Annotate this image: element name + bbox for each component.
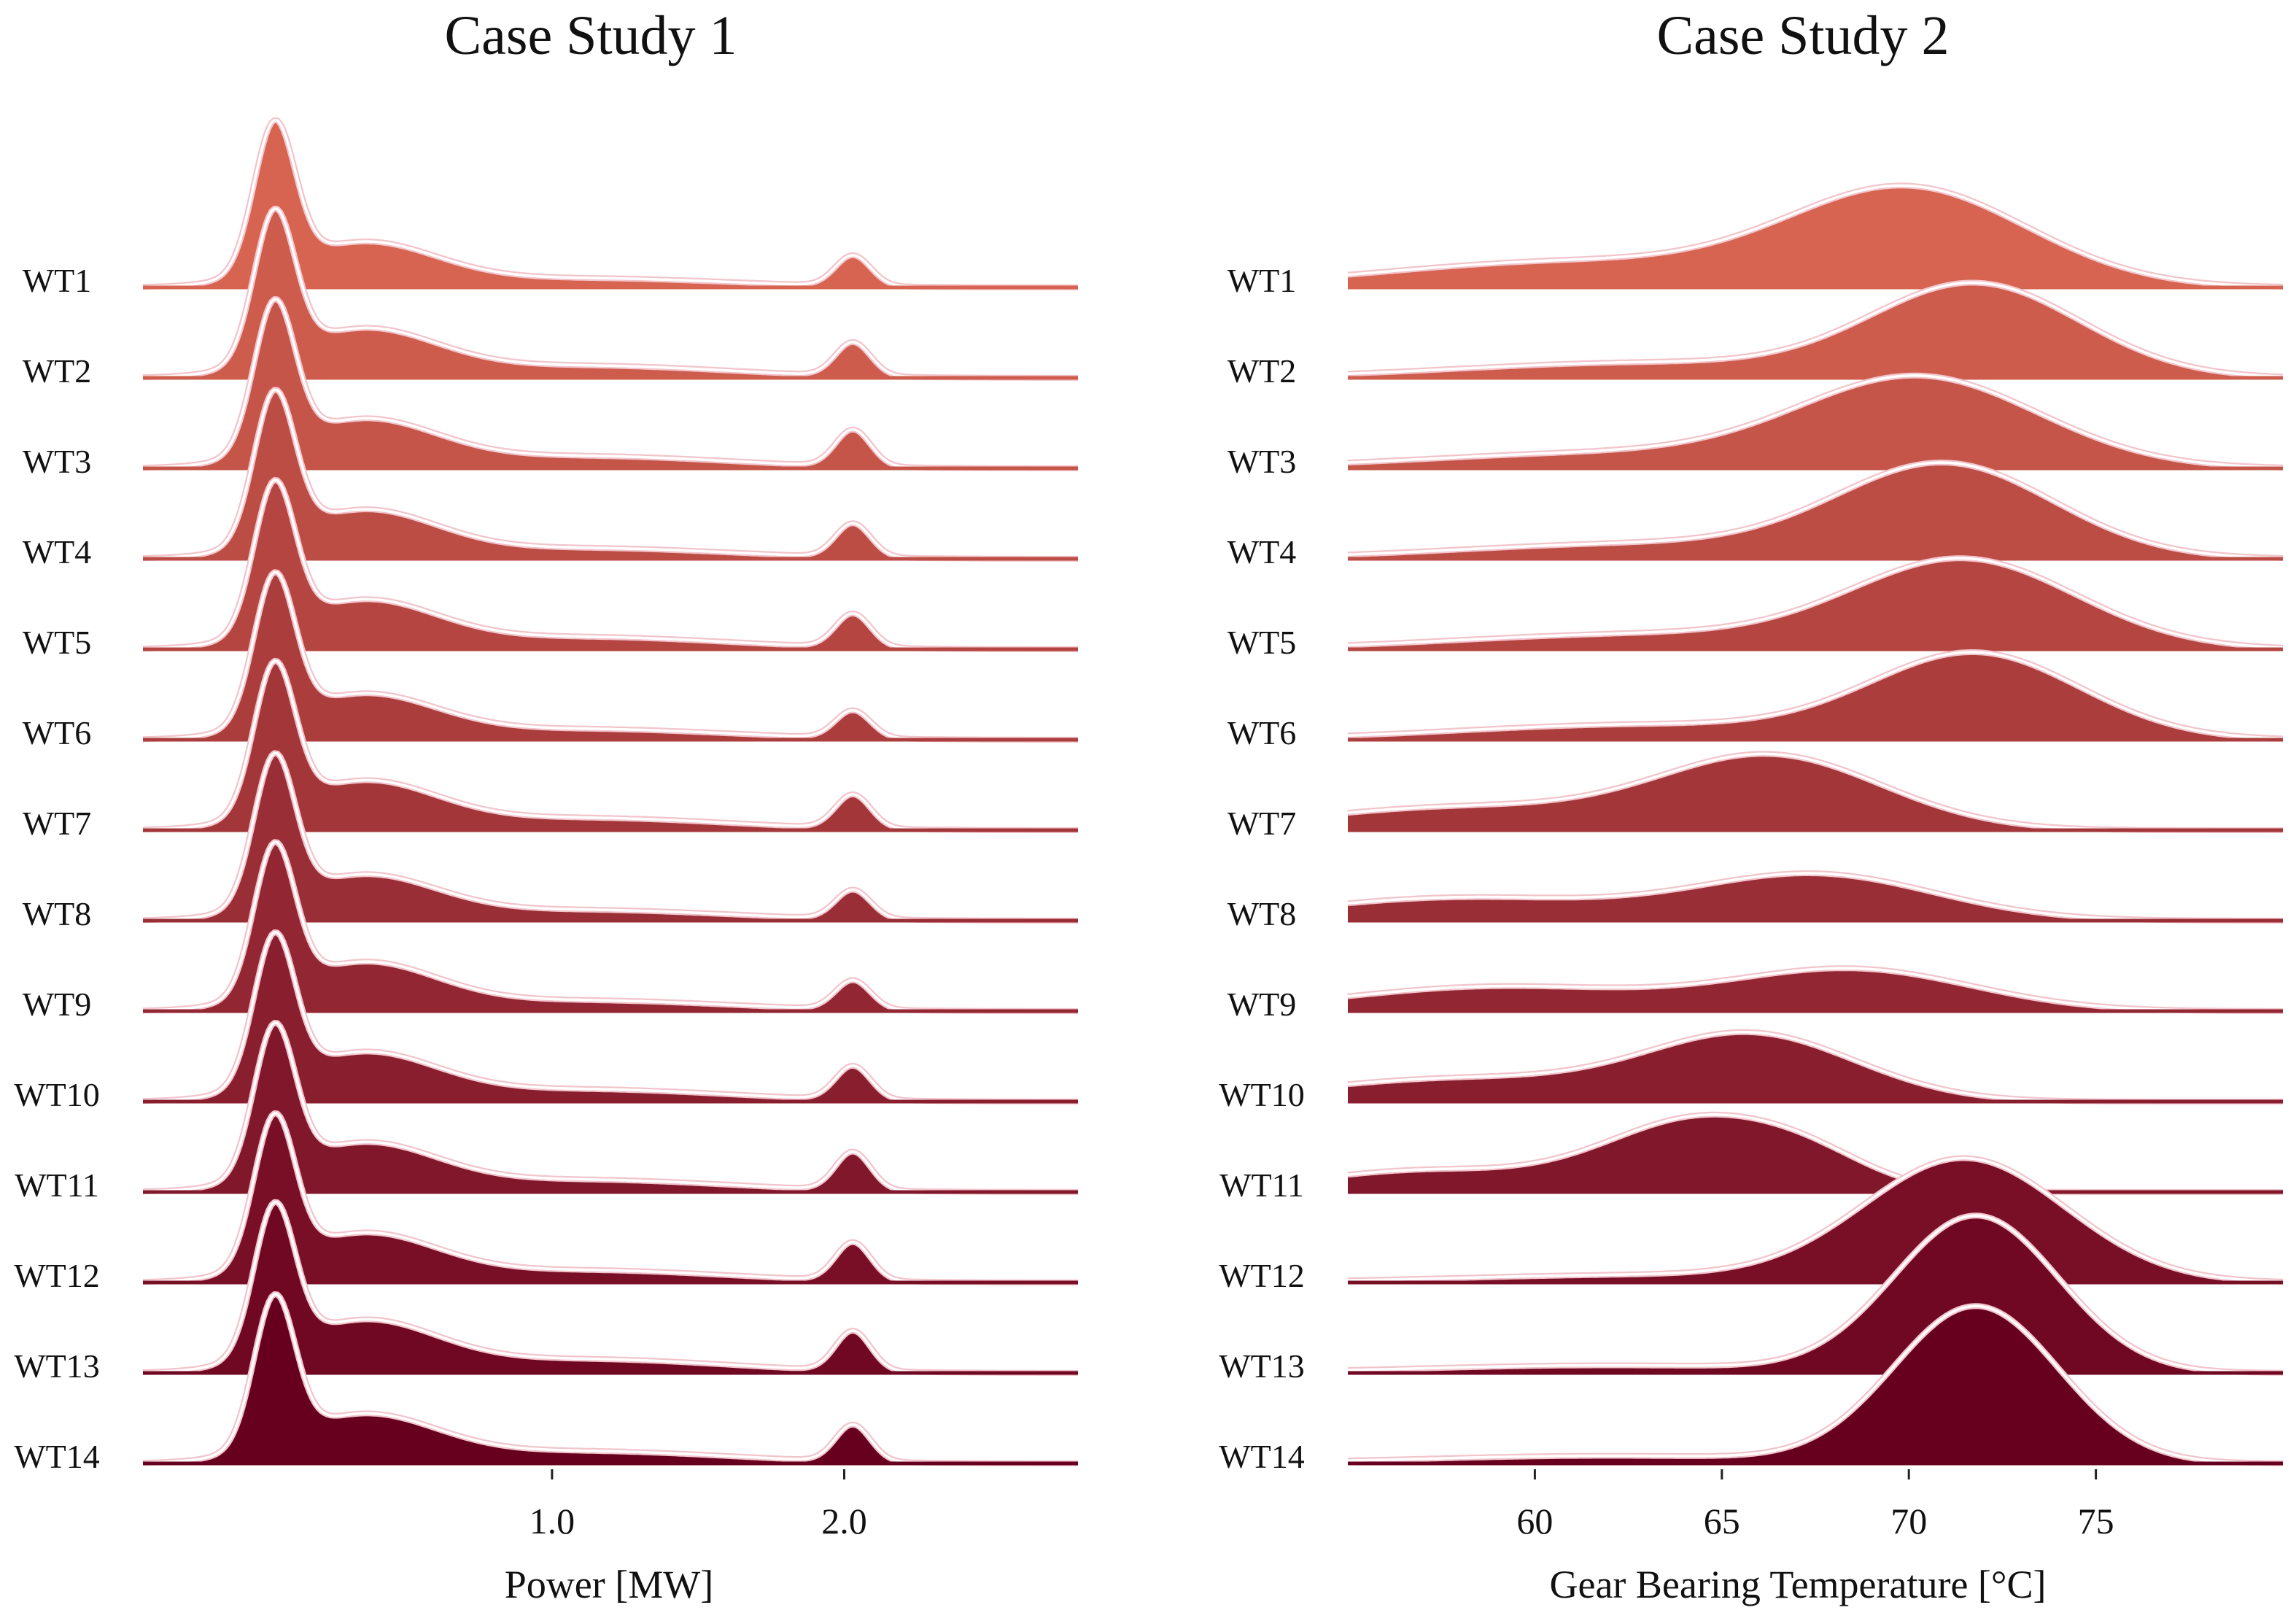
ridge-outline — [1347, 651, 2284, 740]
panel-case-study-2: Case Study 2 WT1 WT2 WT3 WT4 WT5 WT6 WT7 WT8 WT9… — [1219, 5, 2284, 1606]
row-label: WT12 — [1219, 1257, 1305, 1294]
ridges — [1347, 182, 2284, 1466]
ridge-fill — [1348, 754, 2283, 830]
row-label: WT10 — [14, 1076, 100, 1113]
ridge-outline — [1347, 1156, 2284, 1283]
ridge-fill — [1348, 375, 2283, 468]
x-tick-label: 2.0 — [821, 1501, 867, 1541]
x-axis-label: Power [MW] — [505, 1563, 713, 1606]
ridge-wt14 — [142, 1291, 1078, 1466]
row-label: WT1 — [23, 262, 92, 299]
ridge-wt4 — [1347, 460, 2284, 561]
ridge-wt8 — [142, 750, 1078, 924]
x-tick-label: 65 — [1704, 1501, 1740, 1541]
ridge-fill — [143, 480, 1078, 649]
ridge-fill — [1348, 463, 2283, 559]
ridge-fill — [1348, 1306, 2283, 1463]
row-label: WT2 — [23, 352, 92, 390]
ridge-outline — [1347, 184, 2284, 288]
ridges — [142, 117, 1078, 1466]
row-label: WT8 — [23, 895, 92, 932]
ridge-outline — [1347, 557, 2284, 649]
row-label: WT14 — [14, 1438, 100, 1475]
row-label: WT13 — [1219, 1347, 1305, 1385]
panel-title: Case Study 1 — [444, 5, 737, 66]
ridge-fill — [1348, 968, 2283, 1011]
ridge-wt13 — [1347, 1212, 2284, 1376]
panel-title: Case Study 2 — [1656, 5, 1949, 66]
x-ticks: 1.0 2.0 — [530, 1469, 867, 1541]
ridge-fill — [143, 1202, 1078, 1373]
ridge-outline — [1347, 281, 2284, 378]
ridge-wt8 — [1347, 870, 2283, 924]
ridge-fill — [1348, 1215, 2283, 1373]
ridge-fill — [1348, 1114, 2283, 1192]
ridge-fill — [143, 661, 1078, 830]
row-label: WT2 — [1227, 352, 1297, 390]
ridge-fill — [1348, 1158, 2283, 1283]
x-tick-label: 1.0 — [530, 1501, 575, 1541]
ridge-wt7 — [1347, 751, 2283, 833]
ridge-fill — [1348, 1032, 2283, 1102]
x-ticks: 60 65 70 75 — [1516, 1469, 2114, 1541]
row-label: WT5 — [1227, 624, 1297, 661]
row-label: WT5 — [23, 624, 92, 661]
ridge-wt14 — [1347, 1303, 2284, 1466]
ridge-outline — [1347, 967, 2283, 1013]
ridge-fill — [143, 390, 1078, 559]
ridge-wt9 — [1347, 965, 2283, 1014]
ridge-wt12 — [1347, 1155, 2284, 1285]
ridge-fill — [143, 1113, 1078, 1283]
ridge-wt10 — [1347, 1029, 2283, 1104]
row-label: WT8 — [1227, 895, 1297, 932]
row-label: WT7 — [23, 805, 92, 842]
row-labels: WT1 WT2 WT3 WT4 WT5 WT6 WT7 WT8 WT9 WT10 WT11 WT12 W… — [1219, 262, 1305, 1475]
ridge-fill — [143, 1023, 1078, 1192]
row-label: WT1 — [1227, 262, 1297, 299]
row-label: WT11 — [15, 1167, 99, 1204]
ridge-fill — [1348, 873, 2283, 921]
ridge-fill — [1348, 282, 2283, 378]
x-tick-label: 60 — [1516, 1501, 1553, 1541]
ridge-wt3 — [1347, 372, 2284, 471]
ridge-wt5 — [1347, 555, 2284, 651]
ridge-outline — [1347, 1214, 2284, 1374]
ridge-fill — [143, 120, 1078, 287]
x-tick-label: 70 — [1890, 1501, 1927, 1541]
row-label: WT9 — [23, 986, 92, 1023]
row-label: WT7 — [1227, 805, 1297, 842]
row-label: WT4 — [1227, 533, 1297, 570]
row-label: WT6 — [1227, 714, 1297, 751]
row-label: WT9 — [1227, 986, 1297, 1023]
ridge-wt6 — [1347, 649, 2284, 742]
ridge-fill — [143, 842, 1078, 1011]
ridge-fill — [143, 299, 1078, 468]
row-label: WT3 — [23, 443, 92, 480]
x-tick-label: 75 — [2078, 1501, 2114, 1541]
row-label: WT10 — [1219, 1076, 1305, 1113]
ridge-fill — [143, 753, 1078, 921]
row-label: WT12 — [14, 1257, 100, 1294]
ridge-fill — [143, 932, 1078, 1102]
ridge-outline — [1347, 374, 2284, 469]
row-labels: WT1 WT2 WT3 WT4 WT5 WT6 WT7 WT8 WT9 WT10 WT11 WT12 W… — [14, 262, 100, 1475]
row-label: WT6 — [23, 714, 92, 751]
ridge-fill — [143, 1294, 1078, 1463]
ridge-wt2 — [1347, 279, 2284, 380]
ridge-outline — [1347, 461, 2284, 560]
ridge-wt11 — [1347, 1111, 2283, 1195]
row-label: WT4 — [23, 533, 92, 570]
row-label: WT13 — [14, 1347, 100, 1385]
ridge-fill — [143, 209, 1078, 378]
ridge-outline — [1347, 1304, 2284, 1465]
panel-case-study-1: Case Study 1 WT1 WT2 WT3 WT4 WT5 WT6 WT7 WT8 WT9… — [14, 5, 1078, 1606]
row-label: WT14 — [1219, 1438, 1305, 1475]
row-label: WT11 — [1219, 1167, 1304, 1204]
row-label: WT3 — [1227, 443, 1297, 480]
ridge-fill — [143, 572, 1078, 740]
ridge-wt1 — [1347, 182, 2284, 290]
x-axis-label: Gear Bearing Temperature [°C] — [1549, 1563, 2046, 1606]
